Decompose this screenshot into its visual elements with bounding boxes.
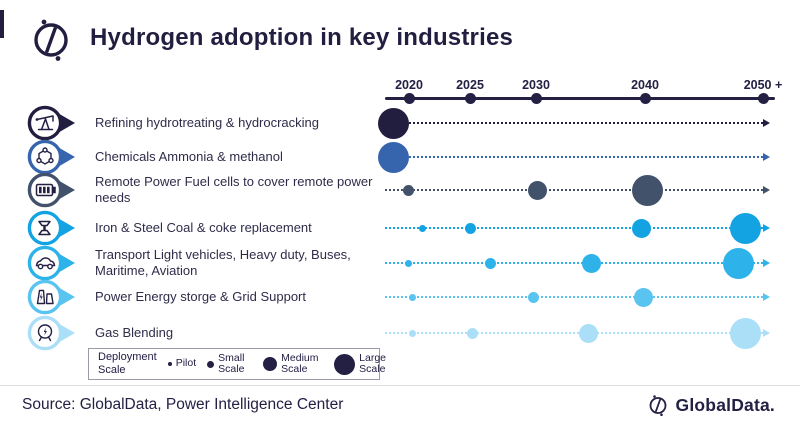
- axis-tick-dot: [639, 93, 651, 104]
- bubble-pilot: [408, 293, 416, 301]
- axis-tick-dot: [530, 93, 542, 104]
- deployment-scale-legend: Deployment Scale Pilot Small Scale Mediu…: [88, 348, 386, 380]
- timeline-track: [385, 296, 763, 298]
- axis-line: [385, 97, 775, 100]
- legend-item-small: Small Scale: [207, 351, 252, 376]
- bubble-medium: [633, 287, 653, 307]
- bubble-large: [631, 174, 663, 206]
- globaldata-logo-icon: [646, 393, 670, 417]
- car-icon: [27, 243, 77, 283]
- axis-tick-2030: 2030: [522, 78, 550, 92]
- bubble-medium: [527, 180, 547, 200]
- bubble-small: [466, 327, 478, 339]
- bubble-medium: [631, 218, 651, 238]
- bubble-pilot: [408, 329, 416, 337]
- industry-row-chemicals: Chemicals Ammonia & methanol: [0, 131, 800, 183]
- industry-label: Power Energy storge & Grid Support: [95, 288, 306, 304]
- oil-pumpjack-icon: [27, 103, 77, 143]
- industry-row-remote-power: Remote Power Fuel cells to cover remote …: [0, 164, 800, 216]
- industry-label: Remote Power Fuel cells to cover remote …: [95, 173, 373, 205]
- arrow-right-icon: [763, 224, 770, 232]
- bubble-large: [377, 141, 409, 173]
- industry-label: Chemicals Ammonia & methanol: [95, 148, 283, 164]
- arrow-right-icon: [763, 119, 770, 127]
- timeline-track: [385, 156, 763, 158]
- axis-tick-2020: 2020: [395, 78, 423, 92]
- axis-tick-dot: [757, 93, 769, 104]
- timeline-track: [385, 332, 763, 334]
- axis-tick-dot: [464, 93, 476, 104]
- legend-label: Large Scale: [359, 351, 386, 375]
- legend-item-medium: Medium Scale: [263, 351, 323, 376]
- medium-scale-dot-icon: [263, 357, 278, 371]
- legend-label: Pilot: [175, 357, 197, 370]
- molecule-icon: [27, 137, 77, 177]
- legend-label: Medium Scale: [281, 351, 319, 375]
- axis-tick-2050plus: 2050 +: [743, 78, 783, 92]
- large-scale-dot-icon: [334, 353, 356, 375]
- legend-title: Deployment Scale: [98, 351, 157, 376]
- industry-label: Transport Light vehicles, Heavy duty, Bu…: [95, 246, 351, 278]
- left-accent-bar: [0, 10, 4, 38]
- timeline-track: [385, 227, 763, 229]
- gas-tank-icon: [27, 313, 77, 353]
- source-text: Source: GlobalData, Power Intelligence C…: [22, 396, 344, 413]
- timeline-track: [385, 122, 763, 124]
- bubble-large: [377, 107, 409, 139]
- industry-row-transport: Transport Light vehicles, Heavy duty, Bu…: [0, 237, 800, 289]
- arrow-right-icon: [763, 186, 770, 194]
- timeline-track: [385, 262, 763, 264]
- pilot-dot-icon: [167, 361, 172, 366]
- industry-row-iron-steel: Iron & Steel Coal & coke replacement: [0, 202, 800, 254]
- steel-beam-icon: [27, 208, 77, 248]
- industry-row-power: Power Energy storge & Grid Support: [0, 271, 800, 323]
- legend-item-large: Large Scale: [334, 351, 393, 376]
- arrow-right-icon: [763, 329, 770, 337]
- bubble-pilot: [418, 224, 426, 232]
- industry-label: Iron & Steel Coal & coke replacement: [95, 219, 312, 235]
- globaldata-brand: GlobalData.: [646, 393, 775, 417]
- bubble-small: [464, 222, 476, 234]
- globaldata-logo-icon: [27, 15, 75, 63]
- bubble-large: [722, 247, 754, 279]
- footer-divider: [0, 385, 800, 386]
- axis-tick-dot: [403, 93, 415, 104]
- legend-item-pilot: Pilot: [167, 357, 197, 370]
- bubble-medium: [581, 253, 601, 273]
- page-title: Hydrogen adoption in key industries: [90, 24, 514, 51]
- bubble-small: [484, 257, 496, 269]
- industry-row-refining: Refining hydrotreating & hydrocracking: [0, 97, 800, 149]
- arrow-right-icon: [763, 293, 770, 301]
- industry-row-gas-blending: Gas Blending: [0, 307, 800, 359]
- bubble-large: [729, 317, 761, 349]
- arrow-right-icon: [763, 153, 770, 161]
- axis-tick-2040: 2040: [631, 78, 659, 92]
- brand-wordmark: GlobalData.: [675, 394, 775, 415]
- arrow-right-icon: [763, 259, 770, 267]
- timeline-track: [385, 189, 763, 191]
- industry-label: Gas Blending: [95, 324, 174, 340]
- bubble-pilot: [404, 259, 412, 267]
- industry-label: Refining hydrotreating & hydrocracking: [95, 114, 320, 130]
- axis-tick-2025: 2025: [456, 78, 484, 92]
- power-plant-icon: [27, 277, 77, 317]
- bubble-small: [402, 184, 414, 196]
- bubble-large: [729, 212, 761, 244]
- legend-label: Small Scale: [218, 351, 245, 375]
- battery-icon: [27, 170, 77, 210]
- small-scale-dot-icon: [207, 360, 215, 368]
- bubble-small: [527, 291, 539, 303]
- bubble-medium: [578, 323, 598, 343]
